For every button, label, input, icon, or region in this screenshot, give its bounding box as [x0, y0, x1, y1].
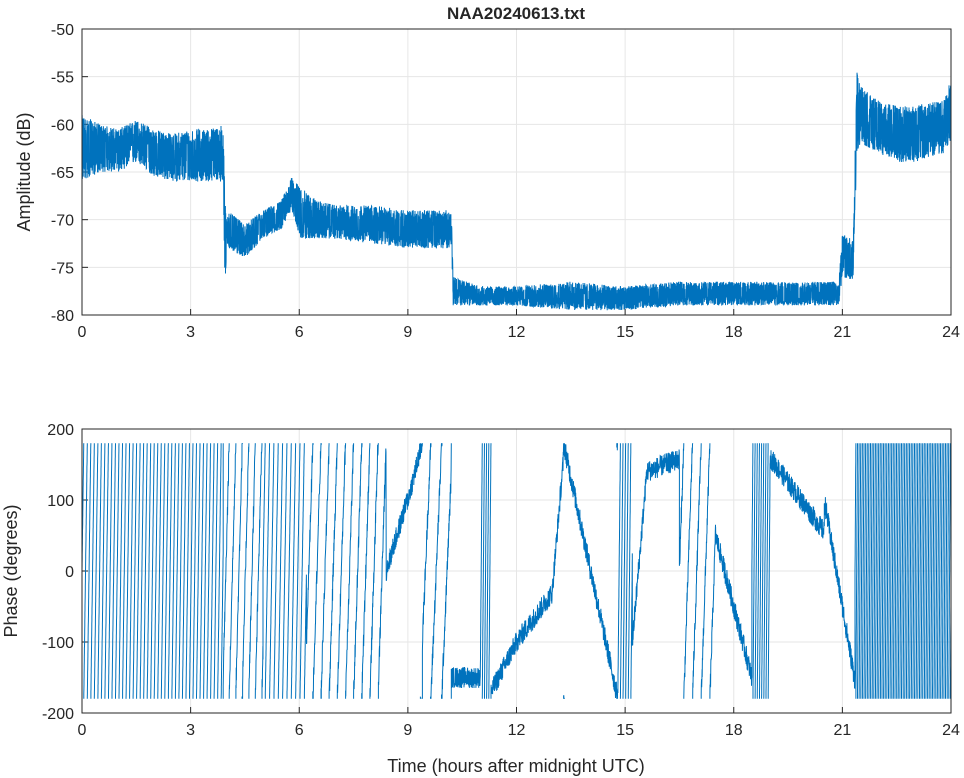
- phase-y-tick-label: 200: [47, 422, 74, 439]
- amplitude-x-tick-label: 3: [186, 324, 195, 341]
- phase-x-label: Time (hours after midnight UTC): [387, 756, 644, 776]
- amplitude-y-tick-label: -80: [51, 308, 74, 325]
- amplitude-x-tick-label: 21: [833, 324, 851, 341]
- amplitude-x-tick-label: 24: [942, 324, 960, 341]
- phase-x-tick-label: 3: [186, 722, 195, 739]
- amplitude-y-tick-label: -55: [51, 70, 74, 87]
- amplitude-axes-box: [81, 28, 952, 316]
- phase-y-tick-label: 0: [65, 564, 74, 581]
- amplitude-x-tick-label: 9: [403, 324, 412, 341]
- phase-axes: 0 3 6 9 12 15 18 21 24 200 100 0 -100 -200: [42, 422, 960, 739]
- phase-y-tick-label: 100: [47, 493, 74, 510]
- phase-series-line: [81, 442, 952, 699]
- amplitude-y-tick-label: -75: [51, 260, 74, 277]
- amplitude-y-tick-label: -60: [51, 117, 74, 134]
- phase-x-tick-label: 18: [725, 722, 743, 739]
- phase-y-tick-label: -100: [42, 635, 74, 652]
- phase-x-tick-label: 21: [833, 722, 851, 739]
- amplitude-x-tick-label: 0: [78, 324, 87, 341]
- amplitude-title: NAA20240613.txt: [447, 4, 585, 23]
- phase-x-tick-label: 12: [508, 722, 526, 739]
- phase-x-tick-label: 0: [78, 722, 87, 739]
- phase-x-tick-label: 9: [403, 722, 412, 739]
- amplitude-x-tick-label: 12: [508, 324, 526, 341]
- amplitude-series-line: [81, 72, 952, 311]
- phase-y-tick-label: -200: [42, 706, 74, 723]
- amplitude-y-tick-label: -65: [51, 165, 74, 182]
- amplitude-x-tick-label: 6: [295, 324, 304, 341]
- phase-x-tick-label: 24: [942, 722, 960, 739]
- amplitude-y-tick-label: -70: [51, 213, 74, 230]
- phase-x-tick-label: 15: [616, 722, 634, 739]
- phase-y-label: Phase (degrees): [1, 504, 21, 637]
- amplitude-x-tick-label: 18: [725, 324, 743, 341]
- phase-x-tick-label: 6: [295, 722, 304, 739]
- phase-axes-box: [81, 428, 952, 714]
- amplitude-y-label: Amplitude (dB): [14, 112, 34, 231]
- amplitude-x-tick-label: 15: [616, 324, 634, 341]
- amplitude-axes: 0 3 6 9 12 15 18 21 24 -50 -55 -60 -65 -70 -75 -80: [51, 22, 960, 341]
- amplitude-y-tick-label: -50: [51, 22, 74, 39]
